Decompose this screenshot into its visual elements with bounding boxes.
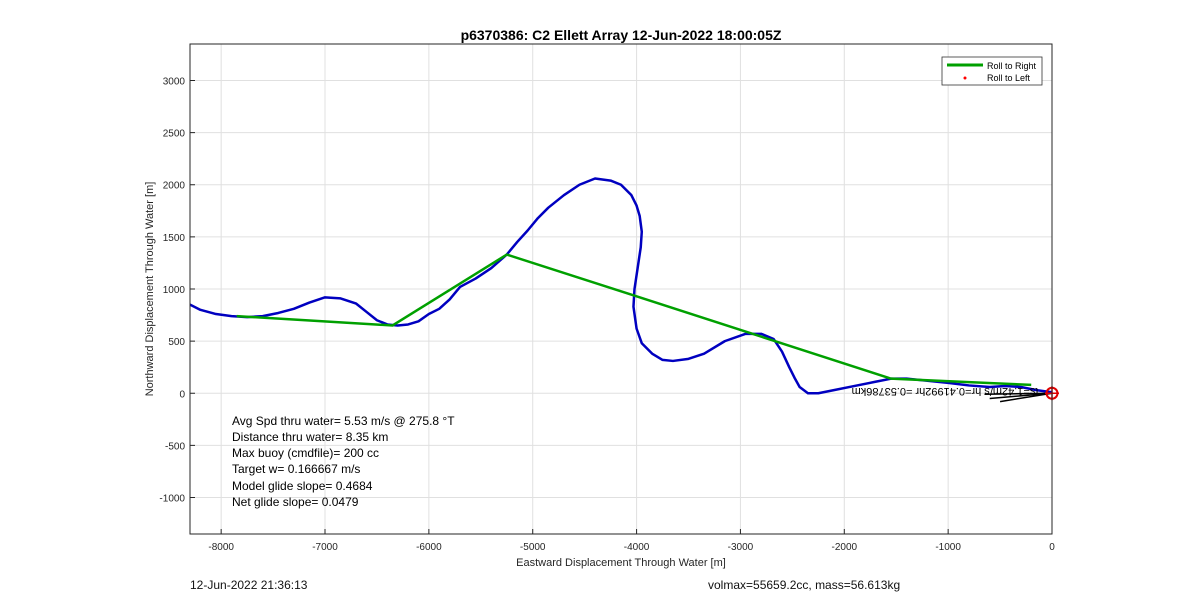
x-tick-label: -3000 xyxy=(728,542,754,553)
annotation-line: Model glide slope= 0.4684 xyxy=(232,479,373,493)
y-tick-label: 0 xyxy=(179,389,185,400)
legend-box xyxy=(941,56,1043,86)
annotation-line: Avg Spd thru water= 5.53 m/s @ 275.8 °T xyxy=(232,414,455,428)
x-tick-label: -2000 xyxy=(832,542,858,553)
annotation-line: Target w= 0.166667 m/s xyxy=(232,462,360,476)
legend: Roll to Right Roll to Left xyxy=(941,56,1043,86)
plot-area-border xyxy=(189,43,1053,535)
annotation-line: Net glide slope= 0.0479 xyxy=(232,495,359,509)
annotation-line: Max buoy (cmdfile)= 200 cc xyxy=(232,446,379,460)
current-arrow xyxy=(984,392,1052,396)
x-tick-label: -4000 xyxy=(624,542,650,553)
x-tick-label: -1000 xyxy=(935,542,961,553)
y-tick-label: -1000 xyxy=(159,494,185,505)
legend-swatch-roll-left xyxy=(963,76,967,80)
x-tick-label: -8000 xyxy=(208,542,234,553)
track-line xyxy=(190,177,1052,395)
grid xyxy=(190,44,1053,534)
roll-line xyxy=(236,253,1032,387)
rotated-segment-label: ts=1.42m/s hr=0.41992hr =0.53786km xyxy=(852,385,1039,397)
x-axis-label: Eastward Displacement Through Water [m] xyxy=(516,557,726,569)
series-layer xyxy=(190,177,1059,403)
legend-label-roll-left: Roll to Left xyxy=(987,73,1031,83)
chart-title: p6370386: C2 Ellett Array 12-Jun-2022 18… xyxy=(461,27,782,43)
footer-volmax-mass: volmax=55659.2cc, mass=56.613kg xyxy=(708,578,901,592)
annotation-line: Distance thru water= 8.35 km xyxy=(232,430,388,444)
legend-label-roll-right: Roll to Right xyxy=(987,61,1037,71)
y-tick-label: 1500 xyxy=(163,233,186,244)
y-tick-label: 2500 xyxy=(163,129,186,140)
y-tick-label: 1000 xyxy=(163,285,186,296)
y-tick-label: 2000 xyxy=(163,181,186,192)
footer-timestamp: 12-Jun-2022 21:36:13 xyxy=(190,578,308,592)
x-tick-label: -5000 xyxy=(520,542,546,553)
x-tick-label: -6000 xyxy=(416,542,442,553)
y-axis-label: Northward Displacement Through Water [m] xyxy=(144,182,156,397)
y-tick-label: 500 xyxy=(168,337,185,348)
y-tick-label: 3000 xyxy=(163,76,186,87)
annotation-block: Avg Spd thru water= 5.53 m/s @ 275.8 °T … xyxy=(232,414,455,509)
y-tick-label: -500 xyxy=(165,441,185,452)
x-tick-label: -7000 xyxy=(312,542,338,553)
x-tick-label: 0 xyxy=(1049,542,1055,553)
axis-ticks: -8000 -7000 -6000 -5000 -4000 -3000 -2000 -1000… xyxy=(159,76,1055,553)
series-group xyxy=(190,177,1052,403)
